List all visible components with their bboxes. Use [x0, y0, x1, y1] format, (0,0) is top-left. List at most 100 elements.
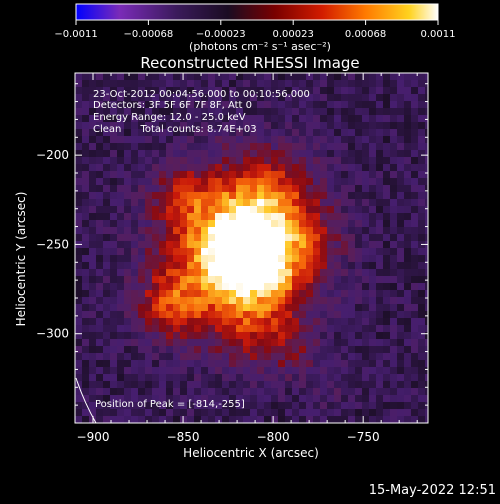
heatmap-cell	[327, 220, 335, 228]
heatmap-cell	[313, 283, 321, 291]
heatmap-cell	[75, 206, 83, 214]
heatmap-cell	[355, 143, 363, 151]
heatmap-cell	[397, 206, 405, 214]
heatmap-cell	[89, 108, 97, 116]
heatmap-cell	[75, 367, 83, 375]
heatmap-cell	[229, 262, 237, 270]
heatmap-cell	[390, 136, 398, 144]
heatmap-cell	[222, 185, 230, 193]
heatmap-cell	[334, 108, 342, 116]
heatmap-cell	[117, 80, 125, 88]
heatmap-cell	[131, 276, 139, 284]
heatmap-cell	[285, 171, 293, 179]
heatmap-cell	[145, 199, 153, 207]
heatmap-cell	[299, 297, 307, 305]
heatmap-cell	[96, 262, 104, 270]
heatmap-cell	[75, 416, 83, 423]
heatmap-cell	[313, 129, 321, 137]
heatmap-cell	[89, 374, 97, 382]
heatmap-cell	[264, 213, 272, 221]
heatmap-cell	[341, 213, 349, 221]
heatmap-cell	[236, 122, 244, 130]
heatmap-cell	[173, 262, 181, 270]
heatmap-cell	[187, 80, 195, 88]
heatmap-cell	[173, 374, 181, 382]
heatmap-cell	[103, 241, 111, 249]
heatmap-cell	[341, 416, 349, 423]
heatmap-cell	[404, 206, 412, 214]
heatmap-cell	[376, 276, 384, 284]
heatmap-cell	[173, 185, 181, 193]
heatmap-cell	[264, 395, 272, 403]
heatmap-cell	[404, 101, 412, 109]
heatmap-cell	[390, 80, 398, 88]
heatmap-cell	[362, 367, 370, 375]
heatmap-cell	[75, 73, 83, 81]
heatmap-cell	[131, 129, 139, 137]
heatmap-cell	[110, 269, 118, 277]
heatmap-cell	[390, 192, 398, 200]
heatmap-cell	[208, 304, 216, 312]
heatmap-cell	[201, 388, 209, 396]
heatmap-cell	[320, 171, 328, 179]
heatmap-cell	[229, 136, 237, 144]
heatmap-cell	[299, 346, 307, 354]
heatmap-cell	[243, 374, 251, 382]
heatmap-cell	[271, 388, 279, 396]
heatmap-cell	[187, 115, 195, 123]
heatmap-cell	[264, 73, 272, 81]
heatmap-cell	[229, 325, 237, 333]
heatmap-cell	[383, 157, 391, 165]
heatmap-cell	[313, 206, 321, 214]
heatmap-cell	[222, 129, 230, 137]
heatmap-cell	[124, 150, 132, 158]
heatmap-cell	[215, 227, 223, 235]
heatmap-cell	[257, 262, 265, 270]
heatmap-cell	[425, 150, 428, 158]
heatmap-cell	[103, 234, 111, 242]
heatmap-cell	[138, 185, 146, 193]
heatmap-cell	[334, 276, 342, 284]
heatmap-cell	[187, 178, 195, 186]
heatmap-cell	[334, 80, 342, 88]
heatmap-cell	[201, 185, 209, 193]
heatmap-cell	[348, 108, 356, 116]
heatmap-cell	[124, 73, 132, 81]
heatmap-cell	[264, 185, 272, 193]
heatmap-cell	[145, 136, 153, 144]
heatmap-cell	[173, 269, 181, 277]
heatmap-cell	[257, 416, 265, 423]
heatmap-cell	[383, 381, 391, 389]
heatmap-cell	[201, 360, 209, 368]
heatmap-cell	[341, 220, 349, 228]
heatmap-cell	[236, 311, 244, 319]
heatmap-cell	[75, 409, 83, 417]
heatmap-cell	[89, 339, 97, 347]
heatmap-cell	[404, 388, 412, 396]
heatmap-cell	[327, 171, 335, 179]
heatmap-cell	[264, 381, 272, 389]
heatmap-cell	[264, 129, 272, 137]
heatmap-cell	[425, 360, 428, 368]
heatmap-cell	[208, 157, 216, 165]
heatmap-cell	[320, 367, 328, 375]
heatmap-cell	[369, 171, 377, 179]
heatmap-cell	[327, 409, 335, 417]
heatmap-cell	[348, 297, 356, 305]
heatmap-cell	[362, 353, 370, 361]
heatmap-cell	[376, 262, 384, 270]
heatmap-cell	[411, 108, 419, 116]
heatmap-cell	[257, 171, 265, 179]
heatmap-cell	[327, 290, 335, 298]
heatmap-cell	[404, 409, 412, 417]
heatmap-cell	[285, 94, 293, 102]
heatmap-cell	[299, 234, 307, 242]
heatmap-cell	[250, 304, 258, 312]
heatmap-cell	[425, 290, 428, 298]
heatmap-cell	[278, 325, 286, 333]
heatmap-cell	[418, 360, 426, 368]
heatmap-cell	[306, 367, 314, 375]
heatmap-cell	[236, 185, 244, 193]
heatmap-cell	[320, 339, 328, 347]
heatmap-cell	[299, 276, 307, 284]
